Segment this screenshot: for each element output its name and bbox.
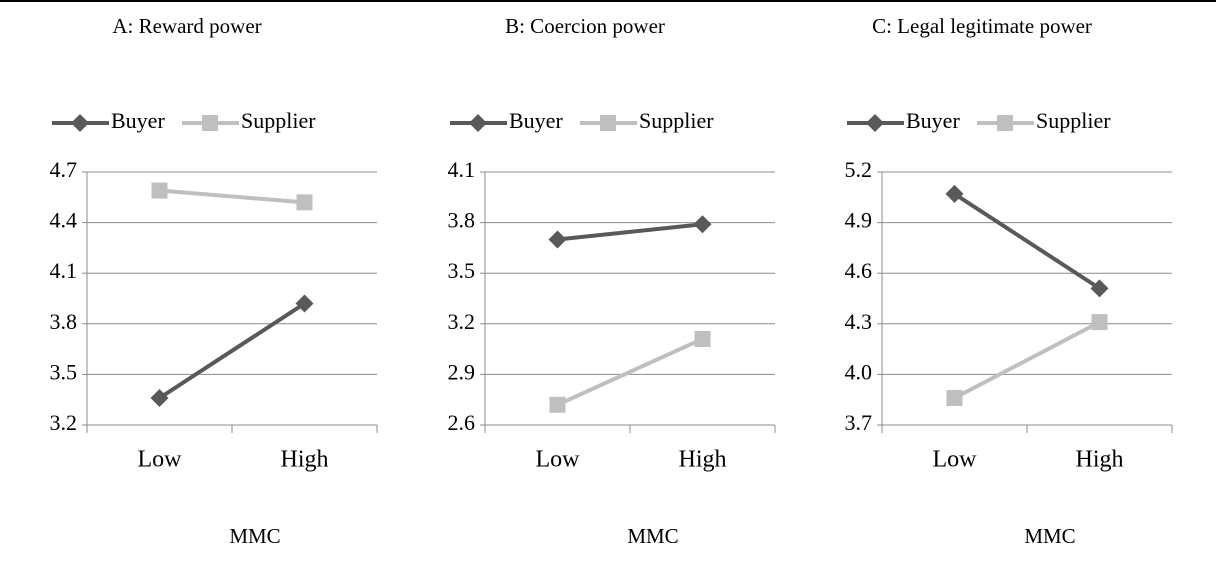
marker-diamond xyxy=(295,294,314,313)
y-tick-label: 2.6 xyxy=(448,410,476,435)
legend-label: Buyer xyxy=(906,108,960,133)
y-tick-label: 2.9 xyxy=(448,359,476,384)
y-tick-label: 3.8 xyxy=(448,208,476,233)
series-line xyxy=(953,192,1101,291)
y-tick-label: 3.2 xyxy=(50,410,78,435)
chart-title: C: Legal legitimate power xyxy=(872,14,1092,38)
y-tick-label: 4.6 xyxy=(845,258,873,283)
y-tick-label: 4.9 xyxy=(845,208,873,233)
marker-diamond xyxy=(548,230,567,249)
y-tick-label: 3.7 xyxy=(845,410,873,435)
x-tick-label: High xyxy=(281,447,329,473)
x-axis-label: MMC xyxy=(627,524,678,548)
x-tick-label: Low xyxy=(933,447,978,473)
marker-square xyxy=(694,330,711,347)
marker-square xyxy=(946,390,963,407)
marker-square xyxy=(151,182,168,199)
legend-label: Supplier xyxy=(639,108,714,133)
series-line xyxy=(158,301,306,400)
y-tick-label: 4.3 xyxy=(845,309,873,334)
marker-square xyxy=(1091,314,1108,331)
y-tick-label: 3.8 xyxy=(50,309,78,334)
x-tick-label: Low xyxy=(138,447,183,473)
y-tick-label: 3.5 xyxy=(50,359,78,384)
chart-title: B: Coercion power xyxy=(505,14,665,38)
chart-title: A: Reward power xyxy=(112,14,261,38)
x-tick-label: Low xyxy=(536,447,581,473)
series-line xyxy=(159,188,305,205)
marker-diamond xyxy=(71,114,89,132)
marker-square xyxy=(202,115,218,131)
legend-label: Supplier xyxy=(1036,108,1111,133)
y-tick-label: 4.1 xyxy=(448,157,476,182)
y-tick-label: 4.0 xyxy=(845,359,873,384)
legend-label: Buyer xyxy=(111,108,165,133)
y-tick-label: 3.2 xyxy=(448,309,476,334)
y-tick-label: 5.2 xyxy=(845,157,873,182)
marker-diamond xyxy=(1090,279,1109,298)
series-line xyxy=(557,222,703,242)
marker-diamond xyxy=(693,215,712,234)
x-axis-label: MMC xyxy=(1024,524,1075,548)
y-tick-label: 4.1 xyxy=(50,258,78,283)
y-tick-label: 3.5 xyxy=(448,258,476,283)
marker-diamond xyxy=(469,114,487,132)
series-line xyxy=(953,320,1101,400)
marker-diamond xyxy=(866,114,884,132)
series-line xyxy=(556,337,704,407)
x-tick-label: High xyxy=(1076,447,1124,473)
legend-label: Supplier xyxy=(241,108,316,133)
x-axis-label: MMC xyxy=(229,524,280,548)
marker-diamond xyxy=(945,184,964,203)
marker-square xyxy=(549,396,566,413)
marker-square xyxy=(600,115,616,131)
y-tick-label: 4.7 xyxy=(50,157,78,182)
marker-diamond xyxy=(150,389,169,408)
y-tick-label: 4.4 xyxy=(50,208,78,233)
legend-label: Buyer xyxy=(509,108,563,133)
x-tick-label: High xyxy=(679,447,727,473)
marker-square xyxy=(997,115,1013,131)
marker-square xyxy=(296,194,313,211)
